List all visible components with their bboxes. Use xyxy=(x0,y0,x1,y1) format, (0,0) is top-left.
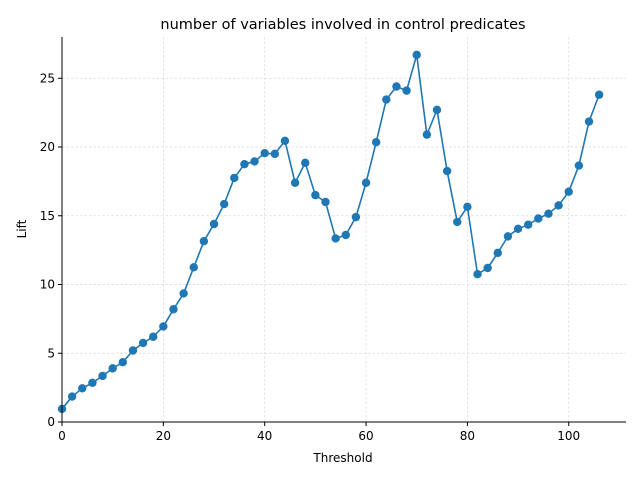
data-point xyxy=(513,224,523,234)
grid xyxy=(61,37,626,423)
data-point xyxy=(179,289,188,298)
data-point xyxy=(301,158,310,168)
data-point xyxy=(149,332,158,341)
data-point xyxy=(493,248,502,258)
x-tick-label: 60 xyxy=(358,429,373,443)
y-tick-label: 0 xyxy=(47,415,55,429)
data-point xyxy=(128,346,138,355)
y-tick-label: 5 xyxy=(47,346,55,360)
data-point xyxy=(523,220,533,229)
data-point xyxy=(584,117,594,126)
x-tick-label: 20 xyxy=(156,429,171,443)
chart-title: number of variables involved in control … xyxy=(160,17,525,33)
data-point xyxy=(432,105,442,115)
data-point xyxy=(280,136,290,146)
data-point xyxy=(118,357,128,367)
data-point xyxy=(108,364,117,373)
data-point xyxy=(230,173,239,183)
data-point xyxy=(483,263,492,273)
data-point xyxy=(189,263,198,272)
data-point xyxy=(503,232,513,241)
data-point xyxy=(250,157,259,166)
data-point xyxy=(341,230,350,240)
data-point xyxy=(209,219,219,229)
data-point xyxy=(67,392,77,401)
data-point xyxy=(219,199,229,209)
x-axis-title: Threshold xyxy=(312,451,372,465)
x-tick-label: 100 xyxy=(557,429,580,443)
data-point xyxy=(88,378,97,388)
y-tick-label: 25 xyxy=(40,71,55,85)
data-point xyxy=(270,149,280,159)
x-tick-label: 40 xyxy=(257,429,272,443)
y-tick-label: 15 xyxy=(40,209,55,223)
data-point xyxy=(361,178,371,187)
data-point xyxy=(199,236,209,246)
data-point xyxy=(574,161,584,170)
data-point xyxy=(442,166,452,176)
axes: 0 20 40 60 80 100 0 5 10 15 20 25 xyxy=(40,37,626,443)
series xyxy=(57,50,604,414)
data-point xyxy=(240,159,249,169)
data-point xyxy=(138,338,148,348)
data-point xyxy=(422,130,432,139)
data-point xyxy=(534,214,543,223)
data-point xyxy=(473,269,482,279)
data-point xyxy=(331,234,340,243)
data-point xyxy=(453,217,462,227)
data-point xyxy=(371,137,381,147)
data-point xyxy=(392,82,401,91)
data-point xyxy=(98,371,107,381)
data-point xyxy=(554,201,563,210)
data-point xyxy=(311,190,320,200)
data-point xyxy=(463,202,472,212)
data-point xyxy=(290,178,300,187)
data-point xyxy=(564,187,573,196)
data-point xyxy=(544,209,553,218)
data-point xyxy=(260,148,269,158)
data-point xyxy=(402,86,411,95)
data-point xyxy=(169,305,178,314)
data-point xyxy=(382,95,391,104)
data-point xyxy=(159,322,168,331)
data-point xyxy=(412,50,421,60)
y-tick-label: 10 xyxy=(40,278,55,292)
y-axis-title: Lift xyxy=(15,219,29,238)
data-point xyxy=(321,197,330,207)
y-tick-label: 20 xyxy=(40,140,55,154)
data-point xyxy=(78,384,87,393)
data-point xyxy=(351,212,361,222)
data-point xyxy=(594,90,604,99)
x-tick-label: 80 xyxy=(460,429,475,443)
x-tick-label: 0 xyxy=(58,429,66,443)
